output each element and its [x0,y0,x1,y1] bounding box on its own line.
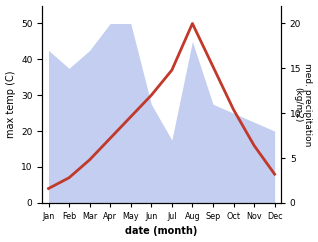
Y-axis label: med. precipitation
(kg/m2): med. precipitation (kg/m2) [293,62,313,146]
Y-axis label: max temp (C): max temp (C) [5,70,16,138]
X-axis label: date (month): date (month) [125,227,198,236]
